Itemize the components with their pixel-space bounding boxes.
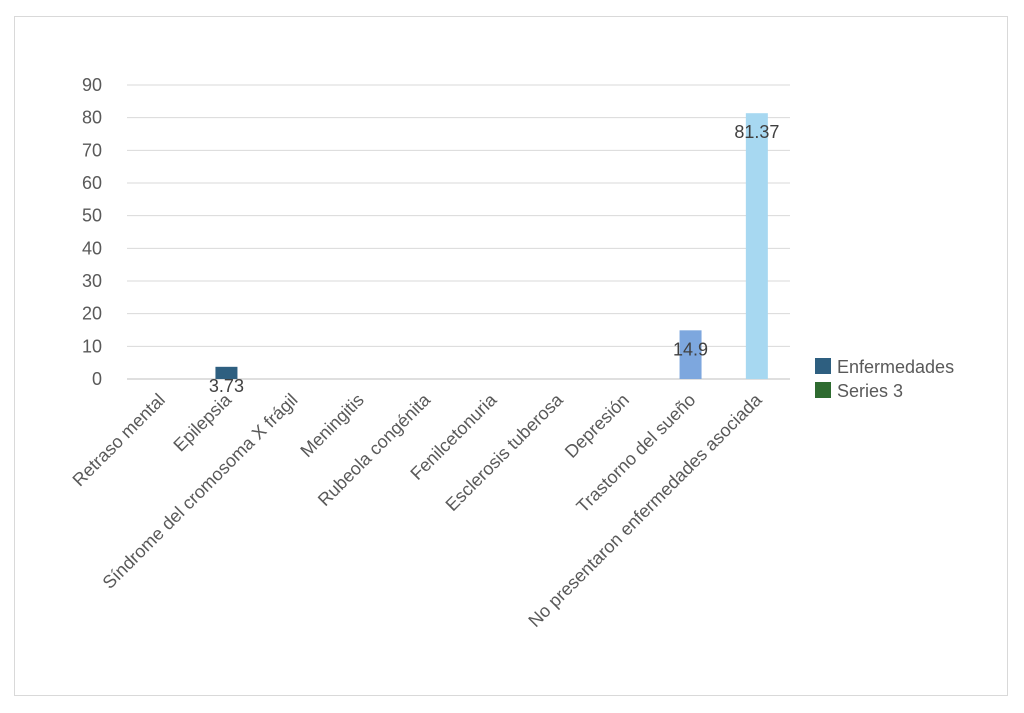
category-label: Epilepsia bbox=[169, 389, 235, 455]
bar-1 bbox=[215, 366, 238, 379]
category-label: Rubeola congénita bbox=[314, 389, 435, 510]
category-label: Depresión bbox=[561, 390, 633, 462]
bar-9 bbox=[745, 113, 768, 379]
y-tick-label: 50 bbox=[82, 206, 102, 226]
data-label: 14.9 bbox=[673, 339, 708, 359]
legend-swatch-1 bbox=[815, 382, 831, 398]
y-tick-label: 0 bbox=[92, 369, 102, 389]
data-label: 81.37 bbox=[734, 122, 779, 142]
y-tick-label: 70 bbox=[82, 140, 102, 160]
category-label: Esclerosis tuberosa bbox=[442, 389, 568, 515]
category-label: Retraso mental bbox=[69, 390, 169, 490]
y-tick-label: 80 bbox=[82, 108, 102, 128]
y-tick-label: 90 bbox=[82, 75, 102, 95]
y-tick-label: 60 bbox=[82, 173, 102, 193]
data-label: 3.73 bbox=[209, 376, 244, 396]
bar-8 bbox=[679, 330, 702, 379]
legend-swatch-0 bbox=[815, 358, 831, 374]
legend-label: Enfermedades bbox=[837, 357, 954, 377]
chart-frame bbox=[14, 16, 1008, 696]
category-label: Trastorno del sueño bbox=[572, 390, 699, 517]
y-tick-label: 20 bbox=[82, 304, 102, 324]
category-label: No presentaron enfermedades asociada bbox=[524, 389, 766, 631]
category-label: Meningitis bbox=[296, 390, 367, 461]
y-tick-label: 30 bbox=[82, 271, 102, 291]
y-tick-label: 10 bbox=[82, 336, 102, 356]
y-tick-label: 40 bbox=[82, 238, 102, 258]
legend-label: Series 3 bbox=[837, 381, 903, 401]
